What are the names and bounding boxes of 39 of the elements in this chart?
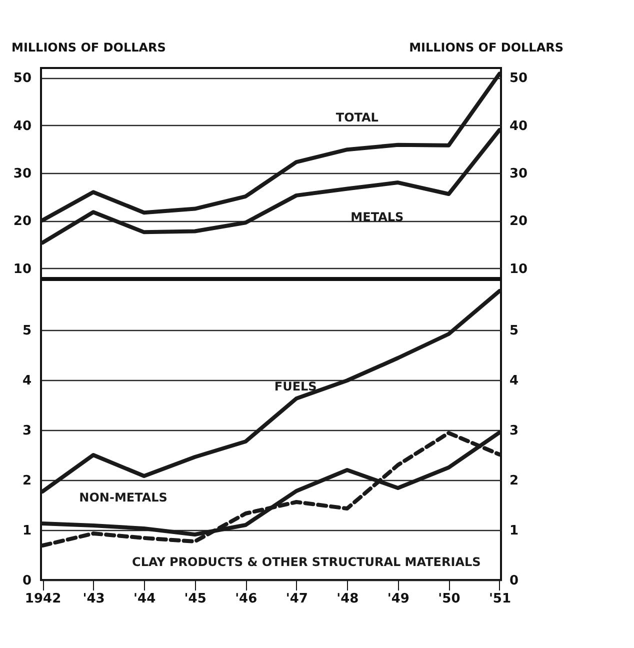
y-tick-label: 3 [22,424,32,438]
series-label: NON-METALS [79,490,168,504]
series-label: TOTAL [336,110,379,125]
y2-tick-label: 3 [510,424,519,438]
x-tick-label: '49 [387,592,410,606]
series-label: FUELS [274,380,317,394]
x-tick-label: '46 [235,592,258,606]
y-tick-label: 4 [22,374,32,388]
y-tick-label: 0 [22,574,32,588]
y-tick-label: 40 [13,118,32,134]
y-axis-title: MILLIONS OF DOLLARS [12,40,166,54]
series-label: METALS [350,210,404,224]
series-label: CLAY PRODUCTS & OTHER STRUCTURAL MATERIALS [132,555,481,569]
y2-axis-title: MILLIONS OF DOLLARS [409,40,564,54]
y2-tick-label: 50 [510,71,528,86]
y2-tick-label: 4 [510,374,519,388]
x-tick-label: '47 [286,592,308,606]
y2-tick-label: 2 [510,474,519,488]
y2-tick-label: 10 [510,262,528,277]
y2-tick-label: 40 [510,118,528,134]
y-tick-label: 5 [22,324,32,338]
y2-tick-label: 20 [510,214,528,230]
x-tick-label: '45 [184,592,206,606]
x-tick-label: '48 [336,592,359,606]
y-tick-label: 2 [22,474,32,488]
y-tick-label: 20 [13,214,32,230]
y2-tick-label: 0 [510,574,519,588]
x-tick-label: '50 [438,592,460,606]
y2-tick-label: 1 [510,524,519,538]
x-tick-label: '51 [488,592,512,606]
y-tick-label: 10 [13,262,32,277]
x-tick-label: '44 [134,592,156,606]
y-tick-label: 30 [13,166,32,182]
x-tick-label: '43 [82,592,105,606]
x-tick-label: 1942 [24,592,62,606]
y-tick-label: 50 [13,71,32,86]
y2-tick-label: 30 [510,166,528,182]
y-tick-label: 1 [22,524,32,538]
y2-tick-label: 5 [510,324,519,338]
